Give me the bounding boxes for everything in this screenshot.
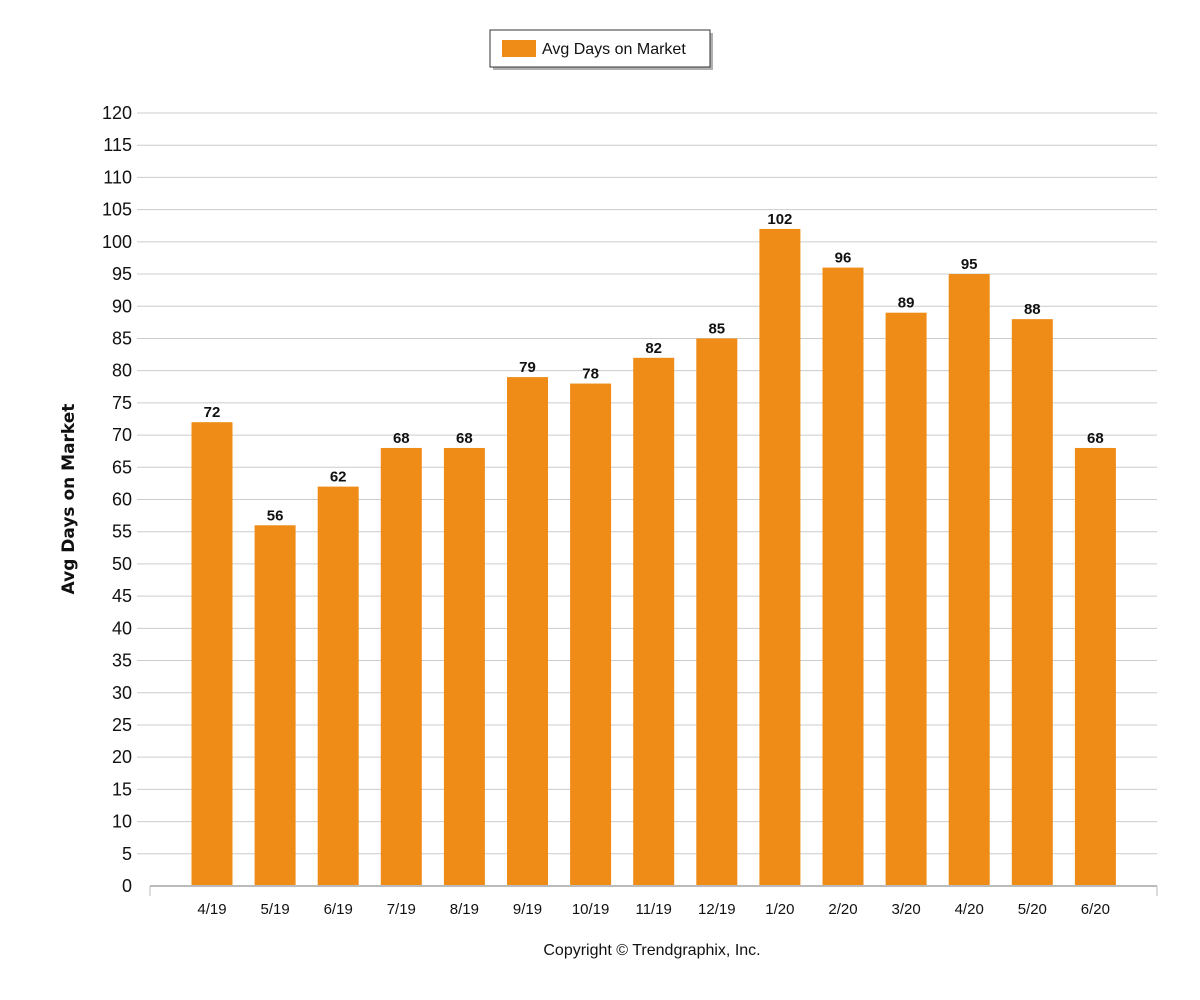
x-axis — [149, 885, 1158, 896]
data-label: 79 — [519, 359, 536, 376]
x-tick-label: 8/19 — [450, 901, 479, 918]
bar — [254, 525, 296, 886]
x-tick-label: 3/20 — [891, 901, 920, 918]
y-tick-label: 75 — [112, 393, 132, 413]
y-tick-label: 10 — [112, 812, 132, 832]
y-tick-label: 5 — [122, 844, 132, 864]
y-tick-label: 65 — [112, 457, 132, 477]
data-label: 89 — [898, 295, 915, 312]
y-tick-label: 15 — [112, 779, 132, 799]
y-tick-label: 0 — [122, 876, 132, 896]
y-tick-label: 30 — [112, 683, 132, 703]
y-tick-label: 115 — [103, 135, 132, 155]
bar — [317, 486, 359, 886]
bar — [1074, 447, 1116, 886]
bar — [822, 267, 864, 887]
y-tick-label: 100 — [102, 232, 132, 252]
data-label: 68 — [456, 430, 473, 447]
data-labels: 72 56 62 68 68 79 78 82 85 102 96 89 95 88 68 — [204, 211, 1104, 524]
legend-label: Avg Days on Market — [542, 41, 686, 58]
bar — [885, 312, 927, 887]
y-tick-label: 20 — [112, 747, 132, 767]
x-tick-label: 5/19 — [260, 901, 289, 918]
x-tick-label: 1/20 — [765, 901, 794, 918]
bar — [380, 447, 422, 886]
x-tick-label: 11/19 — [635, 901, 671, 918]
y-tick-label: 45 — [112, 586, 132, 606]
y-tick-label: 85 — [112, 328, 132, 348]
bar — [1011, 319, 1053, 887]
y-axis-ticks: 0 5 10 15 20 25 30 35 40 45 50 55 60 65 70 75 80 85 90 95 10… — [102, 103, 132, 896]
category-labels: 4/19 5/19 6/19 7/19 8/19 9/19 10/19 11/19 12/19 1… — [197, 901, 1110, 918]
y-tick-label: 60 — [112, 490, 132, 510]
y-tick-label: 80 — [112, 361, 132, 381]
y-tick-label: 110 — [103, 167, 132, 187]
legend: Avg Days on Market — [489, 29, 713, 70]
x-tick-label: 4/20 — [955, 901, 984, 918]
y-tick-label: 90 — [112, 296, 132, 316]
bar — [696, 338, 738, 886]
x-tick-label: 2/20 — [828, 901, 857, 918]
y-tick-label: 35 — [112, 651, 132, 671]
bar — [948, 274, 990, 887]
y-axis-title: Avg Days on Market — [59, 404, 79, 595]
data-label: 72 — [204, 404, 221, 421]
x-tick-label: 12/19 — [698, 901, 736, 918]
data-label: 85 — [708, 320, 725, 337]
y-tick-label: 95 — [112, 264, 132, 284]
x-tick-label: 9/19 — [513, 901, 542, 918]
data-label: 96 — [835, 250, 852, 267]
data-label: 62 — [330, 469, 347, 486]
x-tick-label: 4/19 — [197, 901, 226, 918]
bar — [443, 447, 485, 886]
y-tick-label: 40 — [112, 618, 132, 638]
data-label: 95 — [961, 256, 978, 273]
bar — [507, 377, 548, 886]
y-tick-label: 105 — [102, 200, 132, 220]
bar — [191, 422, 233, 886]
x-tick-label: 5/20 — [1018, 901, 1047, 918]
y-tick-label: 50 — [112, 554, 132, 574]
bar — [759, 228, 801, 886]
data-label: 88 — [1024, 301, 1041, 318]
y-tick-label: 70 — [112, 425, 132, 445]
x-tick-label: 6/20 — [1081, 901, 1110, 918]
x-tick-label: 7/19 — [387, 901, 416, 918]
bar — [633, 357, 675, 886]
data-label: 68 — [393, 430, 410, 447]
data-label: 78 — [582, 366, 599, 383]
bar — [570, 383, 612, 886]
copyright-footer: Copyright © Trendgraphix, Inc. — [543, 942, 760, 959]
data-label: 82 — [645, 340, 662, 357]
data-label: 102 — [767, 211, 792, 228]
x-tick-label: 10/19 — [572, 901, 610, 918]
data-label: 68 — [1087, 430, 1104, 447]
legend-swatch — [502, 40, 536, 57]
x-tick-label: 6/19 — [324, 901, 353, 918]
data-label: 56 — [267, 507, 284, 524]
y-tick-label: 120 — [102, 103, 132, 123]
bars — [191, 228, 1116, 887]
y-tick-label: 55 — [112, 522, 132, 542]
y-tick-label: 25 — [112, 715, 132, 735]
